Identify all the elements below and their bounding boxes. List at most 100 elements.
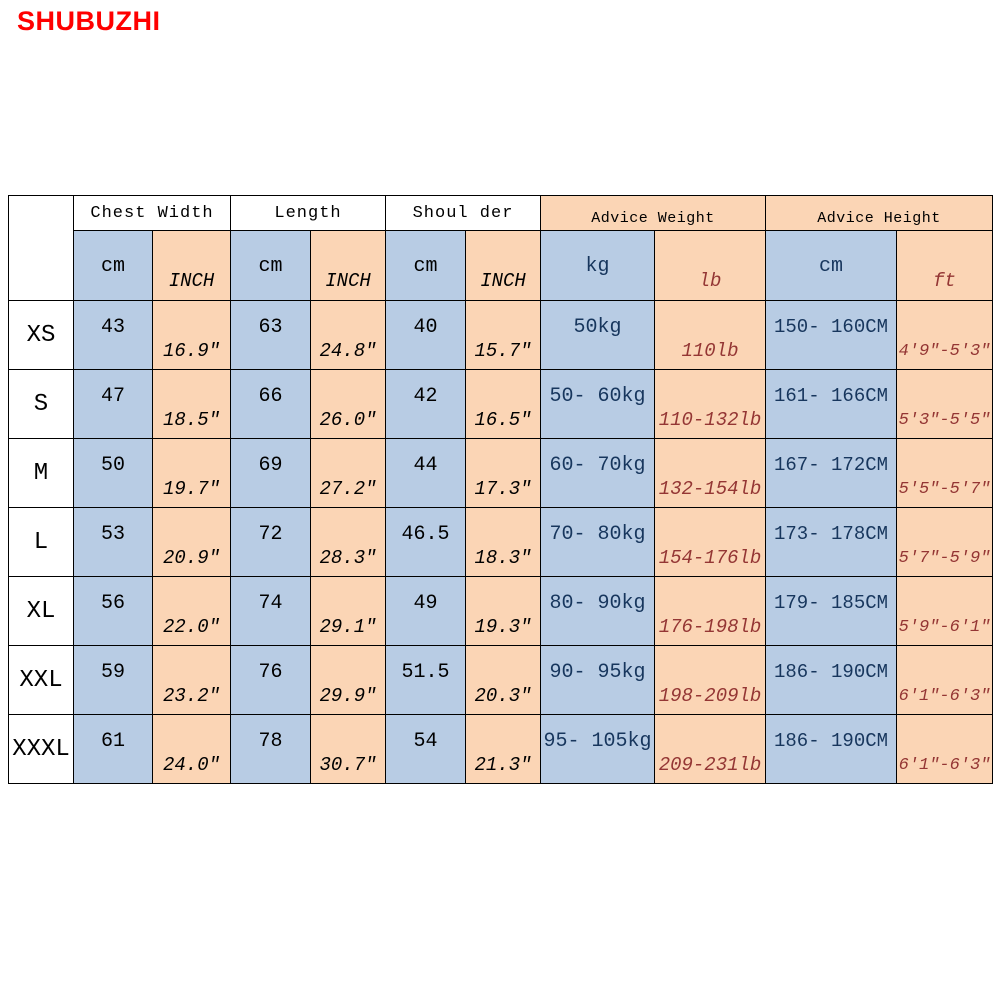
cell-shoulder-cm: 54 xyxy=(385,714,466,784)
size-table-body: XS 43 16.9" 63 24.8" 40 15.7" 50kg 110lb 150- 160… xyxy=(8,300,994,784)
unit-height-ft: ft xyxy=(896,230,994,301)
cell-weight-kg: 50kg xyxy=(540,300,656,370)
cell-shoulder-cm: 44 xyxy=(385,438,466,508)
cell-length-inch: 30.7" xyxy=(310,714,386,784)
cell-size: M xyxy=(8,438,74,508)
cell-height-ft: 6'1"-6'3" xyxy=(896,645,994,715)
cell-weight-kg: 95- 105kg xyxy=(540,714,656,784)
group-header-advice-height: Advice Height xyxy=(765,195,994,231)
cell-height-ft: 5'5"-5'7" xyxy=(896,438,994,508)
unit-shoulder-cm: cm xyxy=(385,230,466,301)
cell-chest-cm: 50 xyxy=(73,438,153,508)
cell-height-cm: 167- 172CM xyxy=(765,438,898,508)
cell-height-cm: 173- 178CM xyxy=(765,507,898,577)
unit-weight-kg: kg xyxy=(540,230,656,301)
cell-length-cm: 66 xyxy=(230,369,311,439)
cell-length-cm: 72 xyxy=(230,507,311,577)
size-row-m: M 50 19.7" 69 27.2" 44 17.3" 60- 70kg 132-154lb 1… xyxy=(8,438,994,508)
size-row-xxxl: XXXL 61 24.0" 78 30.7" 54 21.3" 95- 105kg 209-23… xyxy=(8,714,994,784)
cell-shoulder-inch: 20.3" xyxy=(464,645,542,715)
cell-size: XS xyxy=(8,300,74,370)
cell-shoulder-inch: 15.7" xyxy=(464,300,542,370)
cell-weight-lb: 198-209lb xyxy=(654,645,767,715)
cell-weight-kg: 90- 95kg xyxy=(540,645,656,715)
cell-length-cm: 76 xyxy=(230,645,311,715)
brand-logo: SHUBUZHI xyxy=(17,6,161,36)
cell-length-inch: 26.0" xyxy=(310,369,386,439)
size-row-xxl: XXL 59 23.2" 76 29.9" 51.5 20.3" 90- 95kg 198-20… xyxy=(8,645,994,715)
size-row-xs: XS 43 16.9" 63 24.8" 40 15.7" 50kg 110lb 150- 160… xyxy=(8,300,994,370)
cell-shoulder-inch: 17.3" xyxy=(464,438,542,508)
cell-chest-inch: 19.7" xyxy=(152,438,231,508)
size-row-xl: XL 56 22.0" 74 29.1" 49 19.3" 80- 90kg 176-198lb… xyxy=(8,576,994,646)
cell-chest-cm: 56 xyxy=(73,576,153,646)
cell-chest-inch: 16.9" xyxy=(152,300,231,370)
cell-weight-kg: 60- 70kg xyxy=(540,438,656,508)
cell-length-cm: 74 xyxy=(230,576,311,646)
unit-shoulder-inch: INCH xyxy=(464,230,542,301)
cell-length-inch: 29.1" xyxy=(310,576,386,646)
cell-chest-inch: 20.9" xyxy=(152,507,231,577)
cell-chest-cm: 43 xyxy=(73,300,153,370)
cell-size: XXL xyxy=(8,645,74,715)
cell-shoulder-inch: 21.3" xyxy=(464,714,542,784)
cell-shoulder-cm: 40 xyxy=(385,300,466,370)
unit-chest-cm: cm xyxy=(73,230,153,301)
group-header-row: Chest Width Length Shoul der Advice Weig… xyxy=(8,195,994,301)
cell-size: L xyxy=(8,507,74,577)
cell-weight-lb: 110lb xyxy=(654,300,767,370)
cell-height-cm: 186- 190CM xyxy=(765,645,898,715)
cell-height-cm: 179- 185CM xyxy=(765,576,898,646)
cell-chest-inch: 23.2" xyxy=(152,645,231,715)
unit-height-cm: cm xyxy=(765,230,898,301)
cell-height-ft: 5'7"-5'9" xyxy=(896,507,994,577)
cell-weight-kg: 50- 60kg xyxy=(540,369,656,439)
size-chart-table: Chest Width Length Shoul der Advice Weig… xyxy=(8,195,994,784)
cell-weight-kg: 70- 80kg xyxy=(540,507,656,577)
cell-chest-inch: 22.0" xyxy=(152,576,231,646)
cell-weight-lb: 132-154lb xyxy=(654,438,767,508)
cell-length-cm: 63 xyxy=(230,300,311,370)
cell-chest-inch: 18.5" xyxy=(152,369,231,439)
unit-header-row: cm INCH cm INCH cm INCH kg lb cm ft xyxy=(9,230,994,301)
cell-shoulder-cm: 49 xyxy=(385,576,466,646)
cell-weight-kg: 80- 90kg xyxy=(540,576,656,646)
cell-chest-cm: 53 xyxy=(73,507,153,577)
cell-weight-lb: 176-198lb xyxy=(654,576,767,646)
unit-weight-lb: lb xyxy=(654,230,767,301)
cell-chest-cm: 59 xyxy=(73,645,153,715)
unit-length-cm: cm xyxy=(230,230,311,301)
cell-height-ft: 6'1"-6'3" xyxy=(896,714,994,784)
cell-length-inch: 28.3" xyxy=(310,507,386,577)
cell-weight-lb: 110-132lb xyxy=(654,369,767,439)
cell-height-cm: 161- 166CM xyxy=(765,369,898,439)
cell-shoulder-cm: 46.5 xyxy=(385,507,466,577)
cell-size: XXXL xyxy=(8,714,74,784)
cell-chest-inch: 24.0" xyxy=(152,714,231,784)
cell-shoulder-cm: 42 xyxy=(385,369,466,439)
cell-length-inch: 29.9" xyxy=(310,645,386,715)
cell-height-cm: 150- 160CM xyxy=(765,300,898,370)
cell-height-ft: 4'9"-5'3" xyxy=(896,300,994,370)
unit-length-inch: INCH xyxy=(310,230,386,301)
cell-height-ft: 5'9"-6'1" xyxy=(896,576,994,646)
corner-cell xyxy=(8,195,74,301)
size-row-l: L 53 20.9" 72 28.3" 46.5 18.3" 70- 80kg 154-176l… xyxy=(8,507,994,577)
cell-length-inch: 27.2" xyxy=(310,438,386,508)
cell-size: XL xyxy=(8,576,74,646)
group-header-length: Length xyxy=(230,195,386,231)
cell-length-cm: 69 xyxy=(230,438,311,508)
group-header-chest-width: Chest Width xyxy=(73,195,231,231)
cell-size: S xyxy=(8,369,74,439)
cell-shoulder-cm: 51.5 xyxy=(385,645,466,715)
group-header-shoulder: Shoul der xyxy=(384,195,542,231)
cell-length-inch: 24.8" xyxy=(310,300,386,370)
unit-chest-inch: INCH xyxy=(152,230,231,301)
cell-shoulder-inch: 16.5" xyxy=(464,369,542,439)
cell-chest-cm: 61 xyxy=(73,714,153,784)
cell-height-ft: 5'3"-5'5" xyxy=(896,369,994,439)
table-head: Chest Width Length Shoul der Advice Weig… xyxy=(8,195,994,301)
cell-chest-cm: 47 xyxy=(73,369,153,439)
cell-shoulder-inch: 18.3" xyxy=(464,507,542,577)
